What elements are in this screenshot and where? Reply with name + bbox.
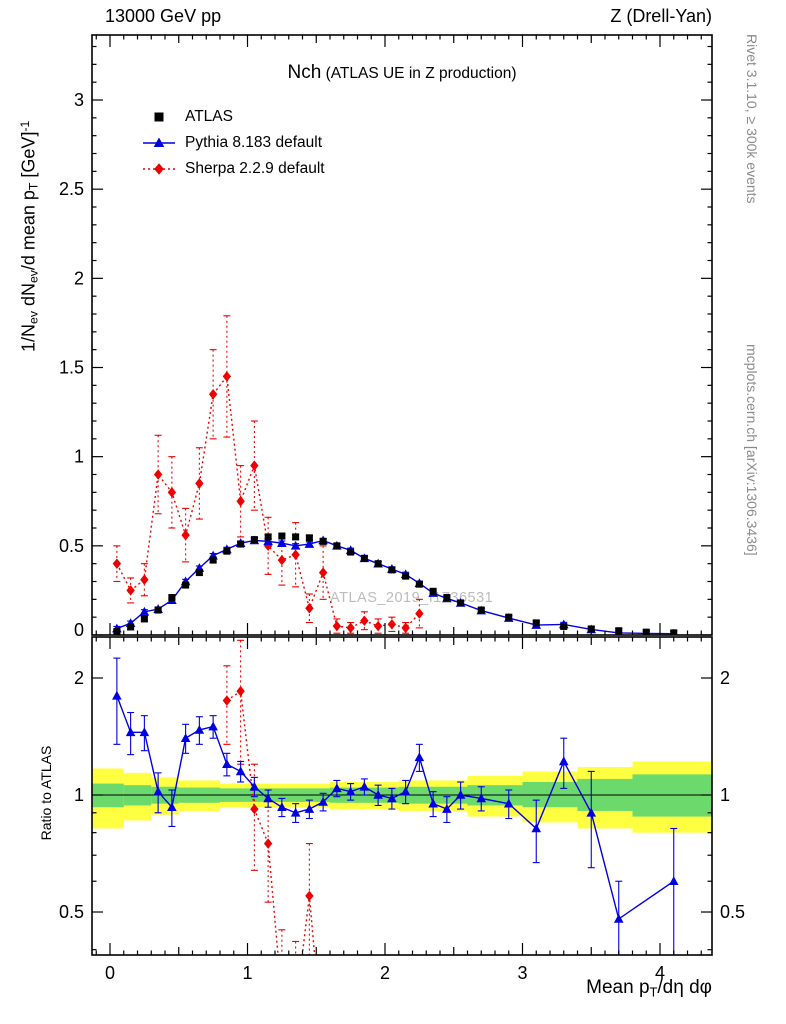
plot-title-paren: (ATLAS UE in Z production) [321,65,517,82]
svg-text:2: 2 [74,268,84,288]
svg-text:0: 0 [105,963,115,983]
svg-text:4: 4 [655,963,665,983]
svg-text:3: 3 [517,963,527,983]
svg-text:0.5: 0.5 [59,902,84,922]
svg-text:2: 2 [720,668,730,688]
pythia-marker-icon [143,137,175,147]
svg-text:2: 2 [74,668,84,688]
svg-text:2: 2 [380,963,390,983]
svg-text:0.5: 0.5 [59,536,84,556]
svg-text:1.5: 1.5 [59,358,84,378]
atlas-marker-icon [154,112,164,122]
legend-item-pythia: Pythia 8.183 default [142,130,325,156]
svg-text:1: 1 [242,963,252,983]
analysis-id-watermark: ATLAS_2019_I1736531 [330,590,494,606]
svg-text:2.5: 2.5 [59,179,84,199]
legend-label-atlas: ATLAS [185,108,233,125]
mcplots-reference-note: mcplots.cern.ch [arXiv:1306.3436] [744,344,760,556]
legend: ATLAS Pythia 8.183 default Sherpa 2.2.9 … [142,104,325,182]
plot-title-main: Nch [287,62,322,83]
y-axis-label-top: 1/Nev dNev/d mean pT [GeV]-1 [18,120,41,352]
legend-label-sherpa: Sherpa 2.2.9 default [185,160,325,177]
legend-item-sherpa: Sherpa 2.2.9 default [142,156,325,182]
legend-label-pythia: Pythia 8.183 default [185,134,323,151]
x-axis-label: Mean pT/dη dφ [586,977,712,1000]
header-process: Z (Drell-Yan) [610,6,712,26]
svg-text:3: 3 [74,90,84,110]
rivet-version-note: Rivet 3.1.10, ≥ 300k events [744,34,760,204]
y-axis-label-ratio: Ratio to ATLAS [38,745,54,841]
svg-text:1: 1 [720,785,730,805]
svg-text:1: 1 [74,447,84,467]
svg-text:0: 0 [74,620,84,640]
plot-title: Nch (ATLAS UE in Z production) [92,62,712,84]
svg-text:1: 1 [74,785,84,805]
legend-item-atlas: ATLAS [142,104,325,130]
sherpa-marker-icon [143,163,175,175]
header-beam-energy: 13000 GeV pp [105,6,222,26]
svg-text:0.5: 0.5 [720,902,745,922]
